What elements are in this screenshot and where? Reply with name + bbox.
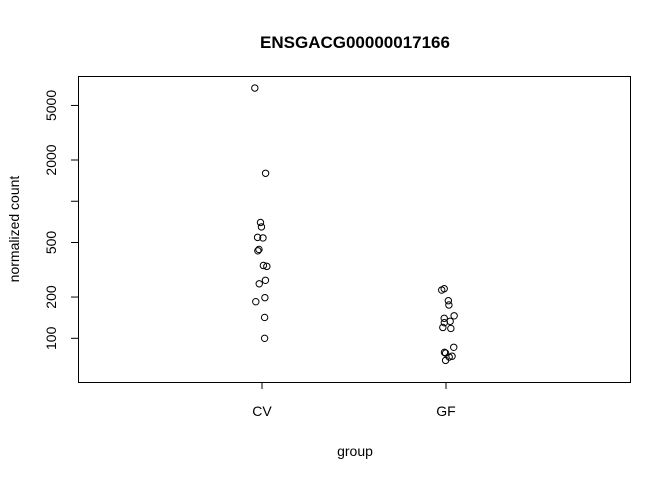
- chart-title: ENSGACG00000017166: [260, 33, 450, 52]
- data-point: [260, 334, 269, 343]
- data-point: [440, 318, 449, 327]
- data-point: [439, 323, 447, 332]
- y-tick-label: 2000: [43, 144, 59, 175]
- data-point: [261, 293, 269, 302]
- y-tick-label: 200: [43, 285, 59, 309]
- plot-area: [78, 76, 631, 383]
- x-tick-label: GF: [436, 403, 455, 419]
- data-points: [251, 84, 458, 365]
- data-point: [259, 261, 268, 270]
- data-point: [260, 313, 269, 322]
- data-point: [255, 280, 263, 288]
- data-point: [440, 314, 448, 322]
- y-axis-label: normalized count: [6, 176, 22, 283]
- data-point: [441, 356, 450, 365]
- data-point: [448, 352, 456, 360]
- data-point: [440, 285, 448, 293]
- data-point: [263, 262, 271, 271]
- x-axis: CV GF: [252, 382, 456, 419]
- data-point: [255, 245, 263, 254]
- data-point: [447, 324, 455, 333]
- y-tick-label: 5000: [43, 90, 59, 121]
- data-point: [253, 233, 262, 242]
- data-point: [261, 169, 270, 177]
- data-point: [450, 312, 458, 320]
- y-tick-label: 100: [43, 326, 59, 350]
- data-point: [444, 297, 453, 305]
- data-point: [251, 84, 259, 92]
- data-point: [445, 301, 453, 309]
- data-point: [254, 247, 262, 255]
- x-axis-label: group: [337, 443, 373, 459]
- data-point: [256, 218, 265, 227]
- data-point: [261, 276, 270, 284]
- y-axis: 100 200 500 2000 5000: [43, 90, 78, 350]
- data-point: [257, 223, 266, 231]
- data-point: [440, 348, 449, 357]
- x-tick-label: CV: [252, 403, 272, 419]
- data-point: [259, 234, 267, 242]
- data-point: [450, 343, 458, 351]
- data-point: [252, 297, 260, 306]
- y-tick-label: 500: [43, 231, 59, 255]
